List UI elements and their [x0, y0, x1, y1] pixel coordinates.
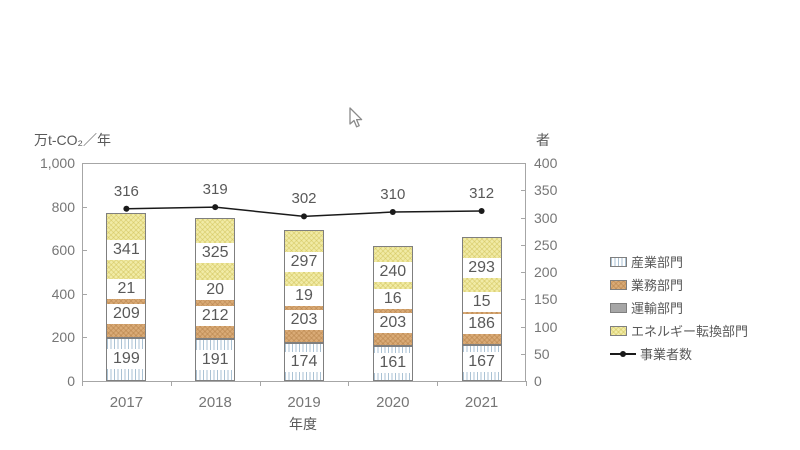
bar-value-label: 212 [196, 305, 235, 326]
legend-item: 事業者数 [610, 342, 748, 365]
right-axis-tick-label: 300 [534, 209, 558, 226]
legend-item: 産業部門 [610, 250, 748, 273]
x-axis-tick-label: 2019 [287, 394, 321, 411]
bar-value-label: 186 [462, 313, 501, 334]
bar-value-label: 341 [107, 239, 146, 260]
left-axis-tick-mark [82, 293, 87, 295]
line-value-label: 312 [469, 184, 495, 202]
right-axis-tick-mark [521, 353, 526, 355]
bar-value-label: 203 [373, 313, 412, 334]
left-axis-tick-mark [82, 250, 87, 252]
left-axis-tick-label: 200 [51, 329, 75, 346]
left-axis-tick-mark [82, 337, 87, 339]
bar-value-label: 19 [285, 286, 323, 307]
left-axis-tick-mark [82, 206, 87, 208]
right-axis-tick-mark [521, 163, 526, 164]
legend-item: 業務部門 [610, 273, 748, 296]
right-axis-tick-label: 150 [534, 291, 558, 308]
bar-value-label: 16 [373, 289, 412, 310]
x-axis-tick-mark [82, 381, 83, 386]
x-axis-tick-mark [170, 381, 172, 386]
x-axis-tick-label: 2018 [198, 394, 232, 411]
bar-value-label: 325 [196, 242, 235, 263]
legend-swatch-icon [610, 256, 627, 267]
bar-value-label: 203 [285, 310, 323, 331]
left-axis-title: 万t-CO₂／年 [34, 132, 111, 148]
x-axis-tick-label: 2021 [464, 394, 499, 411]
bar-value-label: 20 [196, 280, 235, 301]
right-axis-tick-label: 200 [534, 264, 558, 280]
bar-value-label: 191 [196, 349, 235, 370]
bar-value-label: 21 [107, 279, 146, 300]
legend-label: エネルギー転換部門 [631, 324, 749, 339]
right-axis-tick-mark [521, 326, 526, 328]
left-axis-tick-label: 400 [51, 285, 75, 302]
bar-value-label: 15 [462, 291, 501, 312]
x-axis-tick-mark [259, 381, 261, 386]
right-axis-tick-label: 0 [534, 373, 542, 389]
line-value-label: 316 [113, 182, 139, 200]
mouse-cursor-icon [349, 107, 363, 128]
left-axis-tick-label: 0 [67, 373, 75, 389]
left-axis-tick-label: 1,000 [39, 155, 75, 171]
x-axis-tick-mark [526, 381, 527, 386]
right-axis-tick-label: 100 [534, 318, 558, 335]
right-axis-tick-label: 350 [534, 182, 558, 199]
line-value-label: 310 [380, 186, 406, 204]
bar-value-label: 293 [462, 258, 501, 279]
x-axis-title: 年度 [289, 416, 317, 432]
x-axis-tick-label: 2017 [109, 394, 144, 411]
bar-value-label: 297 [285, 251, 323, 272]
left-axis-tick-label: 800 [51, 198, 75, 215]
right-axis-tick-mark [521, 299, 526, 301]
line-value-label: 302 [291, 190, 317, 208]
legend-swatch-icon [610, 325, 627, 336]
legend-swatch-icon [610, 302, 627, 313]
right-axis-title: 者 [536, 132, 550, 148]
bar-value-label: 161 [373, 352, 412, 373]
right-axis-tick-mark [521, 217, 526, 219]
bar-value-label: 209 [107, 304, 146, 325]
left-axis-tick-mark [82, 381, 87, 382]
x-axis-tick-mark [348, 381, 350, 386]
x-axis-tick-mark [437, 381, 439, 386]
legend-line-marker-icon [610, 349, 636, 359]
legend: 産業部門業務部門運輸部門エネルギー転換部門事業者数 [610, 250, 748, 365]
legend-swatch-icon [610, 279, 627, 290]
right-axis-tick-mark [521, 272, 526, 273]
legend-label: 産業部門 [631, 255, 684, 270]
legend-label: 事業者数 [640, 347, 693, 362]
right-axis-tick-label: 50 [534, 345, 550, 362]
bar-value-label: 199 [107, 348, 146, 369]
bar-value-label: 174 [285, 351, 323, 372]
right-axis-tick-mark [521, 244, 526, 246]
bar-value-label: 240 [373, 261, 412, 282]
legend-label: 運輸部門 [631, 301, 684, 316]
left-axis-tick-mark [82, 163, 87, 164]
x-axis-tick-label: 2020 [376, 394, 410, 411]
legend-item: エネルギー転換部門 [610, 319, 748, 342]
right-axis-tick-mark [521, 381, 526, 382]
line-value-label: 319 [202, 181, 228, 199]
right-axis-tick-mark [521, 190, 526, 192]
left-axis-tick-label: 600 [51, 242, 75, 259]
legend-label: 業務部門 [631, 278, 684, 293]
bar-value-label: 167 [462, 352, 501, 373]
right-axis-tick-label: 250 [534, 236, 558, 253]
legend-item: 運輸部門 [610, 296, 748, 319]
right-axis-tick-label: 400 [534, 155, 558, 171]
